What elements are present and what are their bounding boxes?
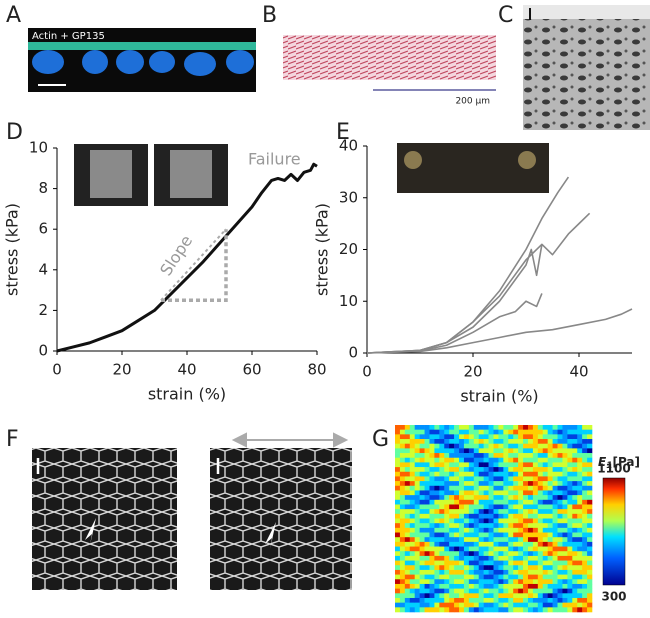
colorbar-symbol: E <box>598 455 607 469</box>
image-a-nuclei <box>32 50 254 76</box>
y-tick-label: 40 <box>339 137 358 155</box>
arrowhead-marker <box>85 518 96 545</box>
colorbar-tick-label: 300 <box>601 590 626 604</box>
y-tick-label: 10 <box>29 139 48 157</box>
y-axis-label: stress (kPa) <box>3 203 22 296</box>
stretch-arrow <box>231 432 349 448</box>
colorbar-subscript: 1 <box>606 461 612 471</box>
image-f-left <box>32 448 177 590</box>
x-axis-label: strain (%) <box>148 385 226 404</box>
panel-label: E <box>336 120 350 145</box>
y-tick-label: 20 <box>339 240 358 258</box>
panel-label: D <box>6 120 23 145</box>
line-series <box>366 212 591 354</box>
line-series <box>56 162 318 353</box>
slope-line <box>160 228 227 301</box>
y-tick-label: 8 <box>38 179 48 197</box>
x-tick-label: 60 <box>242 361 261 379</box>
y-tick-label: 0 <box>348 344 358 362</box>
image-a-apical <box>28 42 256 50</box>
annotation: Slope <box>156 232 196 280</box>
panel-label: G <box>372 427 389 452</box>
x-tick-label: 20 <box>112 361 131 379</box>
line-series <box>366 308 633 354</box>
line-series <box>366 244 543 354</box>
colorbar-unit: [Pa] <box>612 455 640 469</box>
line-series <box>366 293 543 354</box>
x-tick-label: 0 <box>362 363 372 381</box>
y-tick-label: 0 <box>38 342 48 360</box>
x-axis-label: strain (%) <box>460 387 538 406</box>
image-f-right <box>210 448 352 590</box>
colorbar-title: E1[Pa] <box>598 455 640 471</box>
arrowhead-marker <box>265 522 276 549</box>
annotation: Failure <box>248 150 301 169</box>
y-tick-label: 6 <box>38 220 48 238</box>
y-tick-label: 4 <box>38 260 48 278</box>
x-tick-label: 20 <box>463 363 482 381</box>
panel-label: A <box>6 3 21 28</box>
panel-label: C <box>498 3 513 28</box>
slope-triangle <box>161 229 228 302</box>
x-tick-label: 80 <box>307 361 326 379</box>
inset-photo-sample <box>170 150 212 198</box>
x-tick-label: 0 <box>52 361 62 379</box>
panel-label: B <box>262 3 277 28</box>
heatmap <box>395 425 593 613</box>
scale-bar-label: 200 µm <box>455 97 490 107</box>
panel-label: F <box>6 427 19 452</box>
image-b <box>283 35 496 80</box>
colorbar-tick-label: 1100 <box>597 462 630 476</box>
y-tick-label: 2 <box>38 301 48 319</box>
y-tick-label: 30 <box>339 188 358 206</box>
y-tick-label: 10 <box>339 292 358 310</box>
y-axis-label: stress (kPa) <box>313 203 332 296</box>
x-tick-label: 40 <box>177 361 196 379</box>
image-c <box>523 5 650 130</box>
colorbar <box>602 477 626 586</box>
x-tick-label: 40 <box>569 363 588 381</box>
image-c-top <box>523 5 650 19</box>
inset-photo-clamp <box>404 151 422 169</box>
inset-photo-clamp <box>518 151 536 169</box>
stain-label: Actin + GP135 <box>32 31 105 42</box>
inset-photo-sample <box>90 150 132 198</box>
